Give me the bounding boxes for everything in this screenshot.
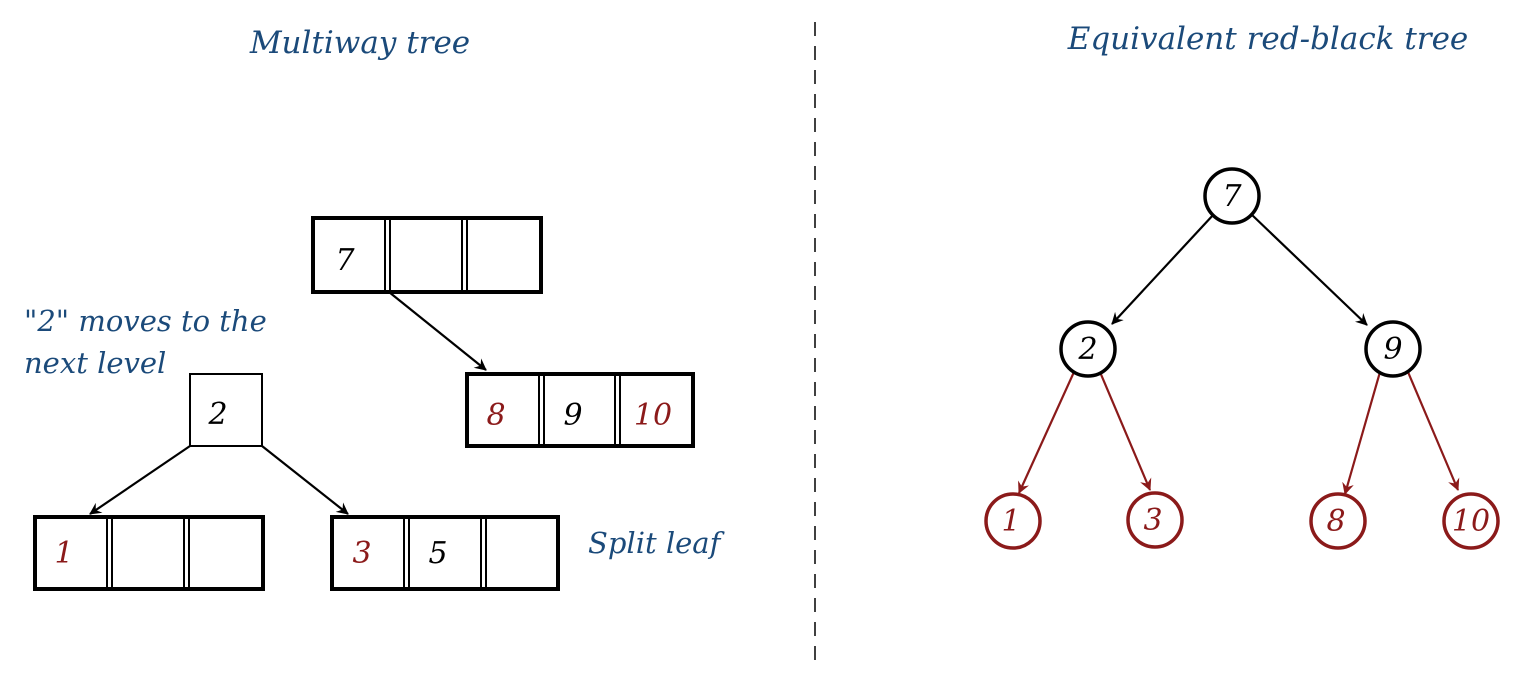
rb-node-root-key: 7 [1222,179,1242,214]
edge-promoted-to-split-leaf [261,445,349,515]
rb-node-rl: 8 [1309,492,1367,550]
split-leaf-key-1: 3 [352,536,371,571]
split-leaf-label: Split leaf [588,526,726,560]
right-leaf-key-3: 10 [634,398,672,433]
rb-edge-2-to-1 [1017,371,1076,494]
multiway-tree-title: Multiway tree [249,25,470,61]
rb-edge-root-right [1250,213,1368,326]
split-leaf-key-2: 5 [428,536,447,571]
edge-promoted-to-left-leaf [89,445,191,515]
rb-node-rr: 10 [1442,492,1500,550]
edge-root-to-right-leaf [388,291,487,371]
promotion-note-line1: "2" moves to the [24,304,267,338]
rb-node-right: 9 [1364,320,1422,378]
rb-node-right-key: 9 [1383,332,1402,367]
rb-node-left-key: 2 [1077,332,1097,367]
rb-edge-9-to-10 [1406,371,1460,491]
multiway-left-leaf: 1 [33,515,265,591]
rb-node-lr: 3 [1126,491,1184,549]
rb-node-ll-key: 1 [1001,504,1020,539]
rb-node-ll: 1 [984,492,1042,550]
rb-node-lr-key: 3 [1143,503,1162,538]
red-black-tree-title: Equivalent red-black tree [1067,21,1469,57]
promoted-node-key: 2 [207,397,227,432]
rb-edge-2-to-3 [1098,371,1152,491]
promotion-note-line2: next level [24,346,166,380]
right-leaf-key-1: 8 [486,398,505,433]
rb-node-left: 2 [1059,320,1117,378]
right-leaf-key-2: 9 [563,398,582,433]
rb-edge-root-left [1111,213,1215,325]
rb-node-rr-key: 10 [1452,504,1490,539]
multiway-right-leaf: 8 9 10 [465,372,695,448]
multiway-root-node: 7 [311,216,543,294]
promoted-node: 2 [189,373,263,447]
multiway-split-leaf: 3 5 [330,515,560,591]
rb-edge-9-to-8 [1342,371,1382,495]
rb-node-rl-key: 8 [1326,504,1345,539]
multiway-root-key-1: 7 [335,243,355,278]
rb-node-root: 7 [1203,167,1261,225]
left-leaf-key-1: 1 [54,536,73,571]
